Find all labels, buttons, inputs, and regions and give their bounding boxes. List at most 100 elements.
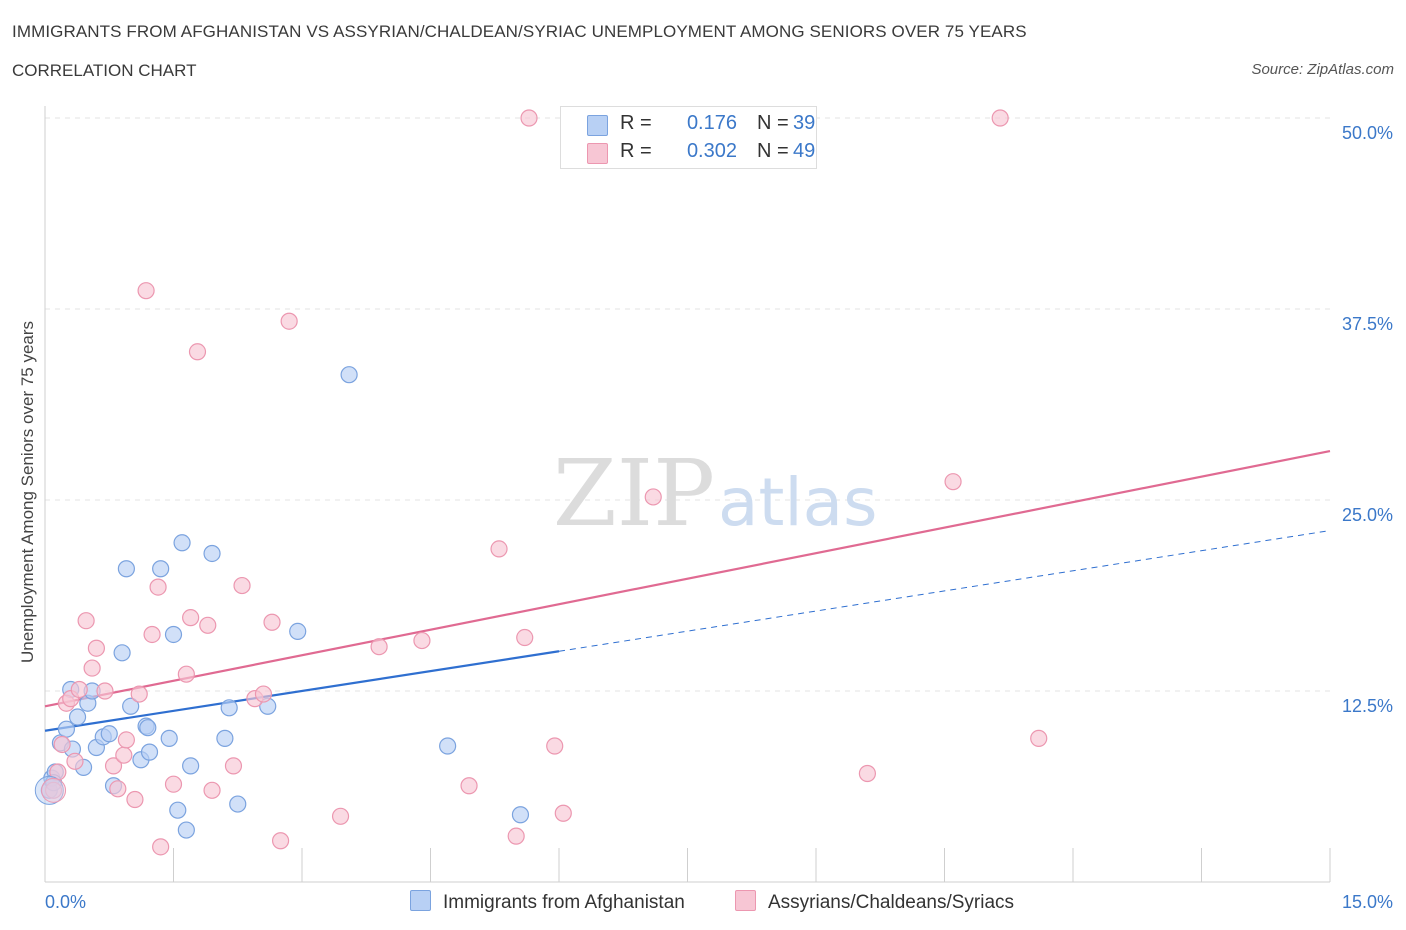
data-point-pink: [87, 639, 106, 657]
data-point-blue: [173, 534, 191, 552]
data-point-blue: [439, 737, 457, 755]
data-point-pink: [254, 685, 273, 703]
data-point-pink: [96, 682, 114, 700]
y-tick-label: 12.5%: [1342, 696, 1393, 716]
data-point-blue: [220, 699, 238, 717]
bottom-legend-pink: Assyrians/Chaldeans/Syriacs: [735, 890, 1014, 914]
grid-lines: [45, 117, 1330, 692]
data-point-blue: [122, 697, 140, 715]
legend-r-label: R =: [620, 140, 652, 162]
tick-labels: 12.5% 25.0% 37.5% 50.0% 0.0% 15.0%: [45, 123, 1393, 912]
y-tick-label: 50.0%: [1342, 123, 1393, 143]
data-point-pink: [77, 612, 95, 630]
data-point-blue: [511, 806, 530, 824]
data-point-pink: [507, 827, 525, 845]
data-point-pink: [117, 731, 135, 749]
data-point-blue: [160, 729, 178, 747]
data-points: [34, 109, 1048, 856]
data-point-pink: [490, 540, 508, 558]
data-point-pink: [331, 807, 350, 825]
data-point-pink: [644, 488, 662, 506]
data-point-cluster-blue: [34, 775, 64, 805]
data-point-pink: [164, 775, 183, 793]
legend-swatch-pink: [587, 143, 608, 164]
data-point-pink: [152, 838, 170, 856]
bottom-legend-label-blue: Immigrants from Afghanistan: [443, 892, 685, 913]
data-point-pink: [263, 613, 281, 631]
data-point-pink: [66, 752, 84, 770]
data-point-blue: [113, 644, 131, 662]
data-point-pink: [520, 109, 538, 127]
trend-lines: [44, 450, 1331, 732]
data-point-blue: [140, 743, 159, 761]
data-point-pink: [554, 804, 572, 822]
data-point-pink: [188, 343, 207, 361]
x-tick-label: 15.0%: [1342, 892, 1393, 912]
data-point-blue: [68, 708, 87, 726]
data-point-pink: [83, 659, 101, 677]
watermark: ZIP atlas: [553, 440, 878, 547]
data-point-pink: [115, 746, 133, 764]
data-point-pink: [1030, 729, 1048, 747]
correlation-legend: R = 0.176 N = 39 R = 0.302 N = 49: [560, 106, 817, 169]
data-point-pink: [460, 777, 478, 795]
data-point-pink: [413, 631, 431, 650]
chart-title: IMMIGRANTS FROM AFGHANISTAN VS ASSYRIAN/…: [12, 22, 1027, 41]
data-point-pink: [143, 625, 161, 644]
data-point-pink: [858, 764, 877, 783]
trend-line-dashed: [558, 530, 1331, 652]
y-axis-label: Unemployment Among Seniors over 75 years: [18, 320, 37, 664]
chart-subtitle: CORRELATION CHART: [12, 61, 197, 80]
bottom-legend-blue: Immigrants from Afghanistan: [410, 890, 685, 914]
data-point-pink: [546, 737, 564, 755]
legend-n-value-pink: 49: [793, 140, 816, 162]
data-point-cluster-pink: [41, 777, 67, 803]
trend-line-solid: [44, 450, 1331, 708]
data-point-pink: [109, 780, 127, 798]
y-tick-label: 37.5%: [1342, 314, 1393, 334]
data-point-pink: [149, 578, 167, 596]
legend-r-value-pink: 0.302: [686, 140, 737, 162]
trend-line-solid: [44, 650, 560, 732]
data-point-blue: [57, 720, 76, 738]
data-point-pink: [991, 109, 1009, 127]
legend-r-value-blue: 0.176: [686, 112, 737, 134]
x-tick-label: 0.0%: [45, 892, 86, 912]
legend-swatch-blue: [587, 115, 608, 136]
data-point-blue: [229, 795, 247, 813]
data-point-blue: [117, 560, 135, 578]
data-point-pink: [203, 781, 221, 799]
data-point-pink: [70, 680, 88, 699]
bottom-legend-swatch-pink: [735, 890, 756, 911]
data-point-blue: [289, 622, 307, 641]
legend-n-value-blue: 39: [793, 112, 816, 134]
data-point-pink: [130, 685, 148, 703]
data-point-blue: [169, 801, 187, 819]
legend-n-label: N =: [757, 140, 789, 162]
data-point-pink: [137, 282, 155, 300]
data-point-pink: [233, 576, 251, 595]
data-point-blue: [177, 821, 195, 839]
data-point-pink: [271, 832, 290, 850]
data-point-blue: [340, 366, 358, 384]
axes: [44, 106, 1331, 883]
data-point-blue: [139, 719, 157, 737]
data-point-pink: [224, 757, 243, 775]
source-credit: Source: ZipAtlas.com: [1251, 61, 1394, 78]
data-point-blue: [152, 560, 170, 578]
data-point-pink: [104, 757, 123, 775]
data-point-blue: [100, 725, 118, 743]
legend-n-label: N =: [757, 112, 789, 134]
legend-r-label: R =: [620, 112, 652, 134]
data-point-pink: [516, 628, 534, 647]
y-tick-label: 25.0%: [1342, 505, 1393, 525]
data-point-pink: [370, 638, 388, 656]
bottom-legend-swatch-blue: [410, 890, 431, 911]
data-point-blue: [216, 729, 234, 747]
watermark-atlas: atlas: [718, 464, 878, 541]
data-point-blue: [203, 544, 221, 563]
data-point-pink: [199, 616, 217, 634]
data-point-pink: [53, 735, 71, 754]
data-point-pink: [944, 473, 962, 491]
